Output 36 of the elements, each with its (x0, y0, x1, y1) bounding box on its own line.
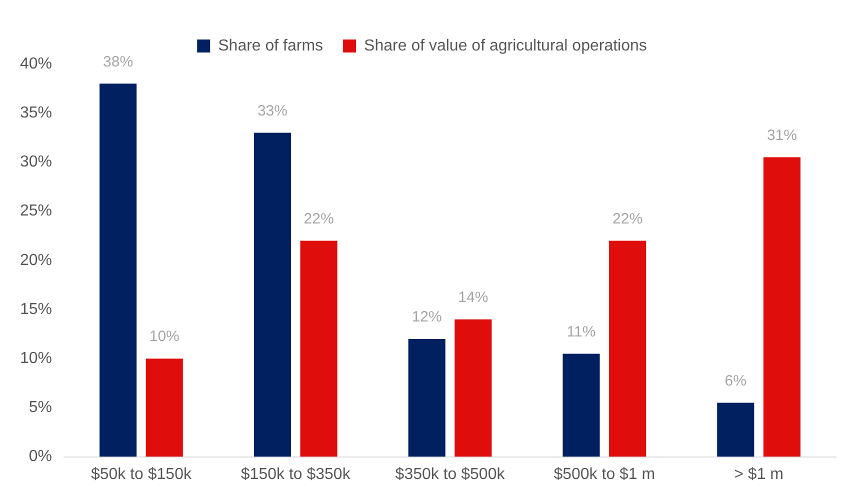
data-label: 33% (257, 102, 288, 120)
legend-label: Share of farms (218, 37, 324, 54)
legend-label: Share of value of agricultural operations (364, 37, 647, 54)
x-tick-label: > $1 m (734, 466, 784, 483)
y-tick-label: 10% (20, 350, 52, 368)
bar (254, 132, 291, 457)
data-label: 22% (304, 210, 334, 228)
bar (454, 319, 492, 457)
x-tick-label: $150k to $350k (240, 466, 352, 483)
y-tick-label: 30% (20, 154, 52, 171)
data-label: 38% (103, 53, 134, 70)
y-tick-label: 5% (28, 399, 52, 416)
bar (763, 157, 800, 457)
data-label: 12% (412, 308, 442, 326)
bar (146, 358, 183, 457)
bar (300, 240, 338, 457)
bar (609, 240, 646, 457)
bar (100, 84, 137, 457)
x-tick-label: $500k to $1 m (554, 466, 656, 483)
y-tick-label: 35% (20, 104, 52, 122)
data-label: 6% (724, 372, 746, 390)
y-tick-label: 20% (20, 252, 52, 269)
data-label: 14% (458, 288, 488, 306)
x-tick-label: $50k to $150k (90, 466, 192, 483)
data-label: 31% (766, 126, 797, 144)
x-tick-label: $350k to $500k (395, 466, 506, 483)
data-label: 10% (149, 328, 180, 346)
y-tick-label: 25% (20, 202, 52, 220)
bar (717, 402, 754, 457)
y-tick-label: 0% (28, 448, 52, 466)
data-label: 11% (566, 323, 596, 340)
bar (408, 338, 446, 457)
y-tick-label: 40% (20, 55, 52, 72)
bar (562, 354, 600, 457)
data-label: 22% (612, 210, 643, 228)
y-tick-label: 15% (20, 300, 52, 318)
